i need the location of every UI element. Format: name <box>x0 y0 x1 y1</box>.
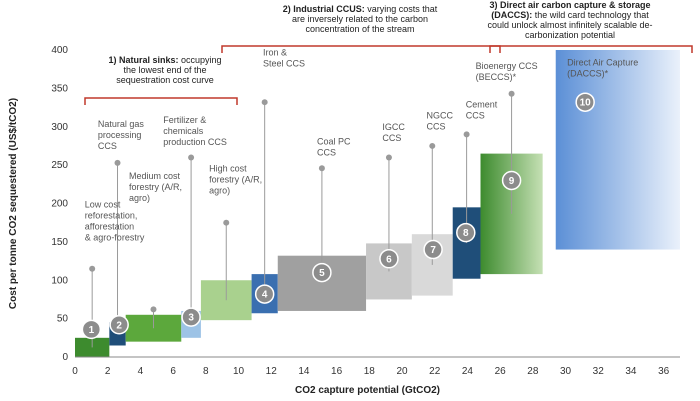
x-tick-label: 14 <box>298 366 310 377</box>
x-tick-label: 32 <box>593 366 605 377</box>
marker-10: 10 <box>575 92 595 112</box>
x-tick-label: 36 <box>658 366 670 377</box>
y-tick-label: 350 <box>51 83 68 94</box>
x-tick-label: 20 <box>396 366 408 377</box>
leader-lines-layer <box>89 90 515 348</box>
marker-circle <box>181 307 201 327</box>
category-label-1: Low cost reforestation, afforestation & agr… <box>85 199 145 242</box>
y-tick-label: 300 <box>51 122 68 133</box>
marker-6: 6 <box>379 249 399 269</box>
bracket-natural-sinks: 1) Natural sinks: occupying the lowest en… <box>84 55 238 105</box>
leader-dot-5 <box>223 219 230 226</box>
marker-4: 4 <box>254 284 275 304</box>
y-tick-label: 150 <box>51 237 68 248</box>
leader-dot-6 <box>261 99 268 106</box>
marker-circle <box>575 92 595 112</box>
leader-dot-3 <box>150 306 157 313</box>
bracket-line <box>489 45 693 53</box>
marker-circle <box>456 222 476 243</box>
marker-circle <box>81 319 102 340</box>
marker-number: 7 <box>430 245 436 256</box>
category-label-6: Iron & Steel CCS <box>263 47 305 68</box>
category-label-10: Cement CCS <box>466 100 498 121</box>
marker-number: 4 <box>262 290 268 301</box>
category-labels-layer: Low cost reforestation, afforestation & agr… <box>85 47 638 242</box>
marker-circle <box>312 262 332 283</box>
leader-dot-10 <box>463 131 470 138</box>
leader-dot-9 <box>429 142 436 149</box>
x-tick-label: 0 <box>72 366 78 377</box>
category-label-12: Direct Air Capture (DACCS)* <box>567 57 638 78</box>
x-tick-label: 30 <box>560 366 572 377</box>
marker-3: 3 <box>181 307 201 327</box>
marker-1: 1 <box>81 319 102 340</box>
y-tick-label: 0 <box>62 352 68 363</box>
category-label-7: Coal PC CCS <box>317 136 351 157</box>
x-tick-label: 22 <box>429 366 441 377</box>
category-label-2: Natural gas processing CCS <box>98 119 145 151</box>
marker-number: 5 <box>319 268 325 279</box>
leader-dot-11 <box>508 90 515 97</box>
marker-circle <box>501 170 522 191</box>
y-tick-label: 200 <box>51 199 68 210</box>
bracket-line <box>221 45 501 53</box>
x-tick-label: 34 <box>625 366 637 377</box>
category-label-4: Fertilizer & chemicals production CCS <box>163 115 227 147</box>
marker-circle <box>109 315 129 335</box>
markers-layer: 1 2 3 4 5 6 7 8 9 10 <box>81 92 595 340</box>
axes-layer: 0 2 4 6 8 10 12 14 16 18 20 22 24 26 28 30 32 34 360501001… <box>8 45 680 396</box>
category-label-3: Medium cost forestry (A/R, agro) <box>129 171 182 203</box>
leader-dot-4 <box>188 154 195 161</box>
marker-7: 7 <box>423 239 443 260</box>
leader-dot-7 <box>318 165 325 172</box>
x-tick-label: 4 <box>138 366 144 377</box>
x-tick-label: 2 <box>105 366 111 377</box>
y-tick-label: 250 <box>51 160 68 171</box>
x-tick-label: 18 <box>364 366 376 377</box>
marker-circle <box>254 284 275 304</box>
category-label-8: IGCC CCS <box>382 122 405 143</box>
bracket-text: 1) Natural sinks: occupying the lowest en… <box>108 55 221 85</box>
x-tick-label: 28 <box>527 366 539 377</box>
bracket-text: 2) Industrial CCUS: varying costs that ar… <box>283 4 438 34</box>
x-tick-label: 10 <box>233 366 245 377</box>
bracket-line <box>84 97 238 105</box>
marker-number: 9 <box>509 176 515 187</box>
y-tick-label: 100 <box>51 275 68 286</box>
x-tick-label: 8 <box>203 366 209 377</box>
bracket-daccs: 3) Direct air carbon capture & storage (D… <box>487 0 693 53</box>
leader-dot-2 <box>114 159 121 166</box>
marker-2: 2 <box>109 315 129 335</box>
bracket-text: 3) Direct air carbon capture & storage (D… <box>487 0 652 40</box>
marker-5: 5 <box>312 262 332 283</box>
y-axis-title: Cost per tonne CO2 sequestered (US$/tCO2… <box>8 98 19 309</box>
marker-circle <box>423 239 443 260</box>
x-tick-label: 16 <box>331 366 343 377</box>
category-label-11: Bioenergy CCS (BECCS)* <box>476 61 538 82</box>
marker-9: 9 <box>501 170 522 191</box>
marker-number: 6 <box>386 254 392 265</box>
category-label-9: NGCC CCS <box>427 110 454 131</box>
x-tick-label: 12 <box>266 366 278 377</box>
bracket-industrial-ccus: 2) Industrial CCUS: varying costs that ar… <box>221 4 501 53</box>
category-label-5: High cost forestry (A/R, agro) <box>209 163 262 195</box>
marker-circle <box>379 249 399 269</box>
leader-dot-8 <box>385 154 392 161</box>
annotations-layer: 1) Natural sinks: occupying the lowest en… <box>84 0 693 105</box>
y-tick-label: 400 <box>51 45 68 56</box>
x-tick-label: 24 <box>462 366 474 377</box>
segment-12 <box>555 50 680 250</box>
marker-number: 10 <box>580 98 592 109</box>
marker-8: 8 <box>456 222 476 243</box>
marker-number: 1 <box>89 325 95 336</box>
leader-dot-1 <box>89 265 96 272</box>
marker-number: 2 <box>116 320 122 331</box>
x-tick-label: 6 <box>170 366 176 377</box>
y-tick-label: 50 <box>57 314 69 325</box>
x-axis-title: CO2 capture potential (GtCO2) <box>295 385 440 396</box>
marker-number: 8 <box>463 228 469 239</box>
x-tick-label: 26 <box>495 366 507 377</box>
marker-number: 3 <box>188 313 194 324</box>
